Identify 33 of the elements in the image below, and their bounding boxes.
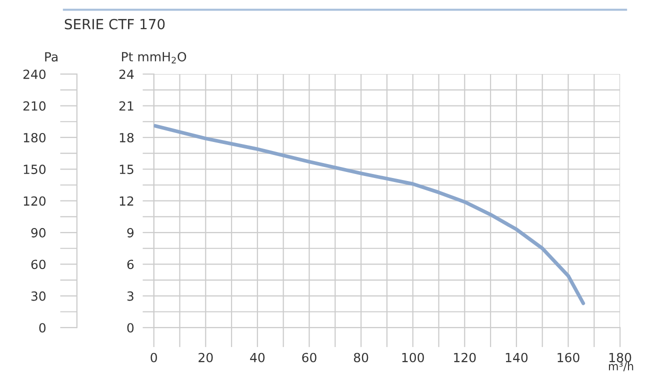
y-tick-label: 0 (127, 323, 134, 333)
y-tick-label: 6 (127, 260, 134, 270)
x-tick-label: 0 (150, 352, 157, 362)
x-tick-label: 160 (558, 352, 580, 362)
y-tick-label: 21 (119, 101, 134, 111)
x-tick-label: 180 (609, 352, 632, 362)
x-tick-label: 100 (402, 352, 424, 362)
y2-tick-label: 210 (23, 101, 46, 111)
x-tick-label: 140 (506, 352, 528, 362)
y-tick-label: 15 (120, 164, 134, 174)
x-tick-label: 80 (354, 352, 368, 362)
x-tick-label: 120 (454, 352, 476, 362)
y-axis-title: Pt mmH$_{2}$O (122, 52, 186, 64)
x-tick-label: 60 (302, 352, 316, 362)
y-tick-label: 3 (127, 291, 134, 301)
y2-tick-label: 150 (24, 164, 46, 174)
y2-tick-label: 60 (31, 260, 46, 270)
y2-tick-label: 90 (31, 228, 46, 238)
y-tick-label: 12 (120, 196, 134, 206)
y2-axis-title: Pa (45, 52, 58, 62)
y-tick-label: 24 (119, 70, 134, 79)
y2-tick-label: 30 (31, 291, 46, 301)
y2-tick-label: 180 (24, 132, 46, 142)
x-tick-label: 40 (250, 352, 265, 362)
chart-title: SERIE CTF 170 (64, 18, 165, 30)
y2-tick-label: 120 (24, 196, 46, 206)
line-series (154, 124, 586, 306)
y2-tick-label: 0 (39, 323, 46, 333)
y2-tick-label: 240 (23, 70, 46, 80)
x-tick-label: 20 (198, 352, 213, 362)
y-tick-label: 9 (127, 228, 134, 238)
y-tick-label: 18 (120, 132, 134, 142)
x-axis-title: m³/h (608, 362, 634, 372)
